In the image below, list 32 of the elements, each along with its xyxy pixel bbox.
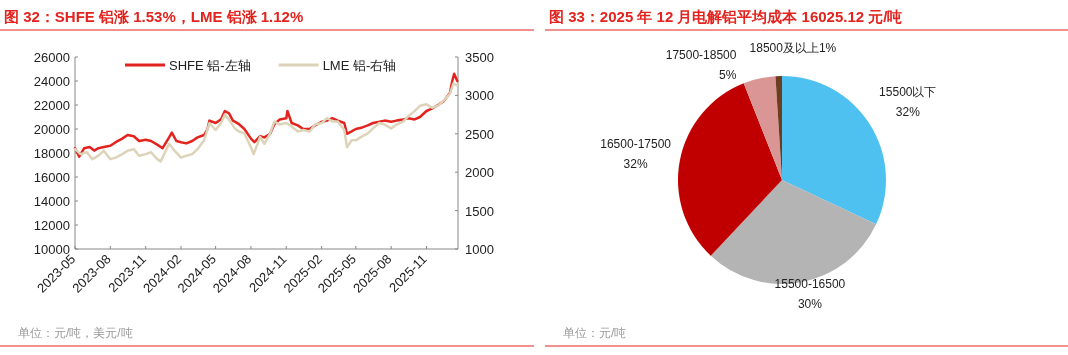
y2-tick-label: 1500 bbox=[465, 203, 494, 219]
y-tick-label: 22000 bbox=[33, 98, 70, 113]
chart-title: 图 33：2025 年 12 月电解铝平均成本 16025.12 元/吨 bbox=[549, 8, 903, 25]
y2-tick-label: 2500 bbox=[465, 126, 494, 142]
data-label: 5% bbox=[719, 67, 737, 82]
y2-tick-label: 3000 bbox=[465, 88, 494, 104]
chart-title: 图 32：SHFE 铝涨 1.53%，LME 铝涨 1.12% bbox=[4, 8, 304, 25]
slice-label: 15500-16500 bbox=[774, 277, 846, 291]
slice-label: 15500以下 bbox=[879, 85, 937, 100]
data-label: 32% bbox=[895, 105, 921, 120]
pie-slice bbox=[678, 83, 782, 256]
slice-label: 17500-18500 bbox=[665, 47, 737, 62]
pie-slice bbox=[743, 76, 782, 180]
y2-tick-label: 3500 bbox=[465, 50, 494, 65]
slice-label: 16500-17500 bbox=[600, 137, 672, 152]
y2-tick-label: 1000 bbox=[465, 242, 494, 257]
y-tick-label: 18000 bbox=[33, 146, 70, 161]
y-tick-label: 14000 bbox=[33, 194, 70, 209]
line-series bbox=[73, 82, 459, 163]
data-label: 32% bbox=[623, 157, 648, 172]
y-tick-label: 16000 bbox=[33, 170, 70, 185]
y-tick-label: 12000 bbox=[33, 218, 70, 233]
slice-label: 18500及以上1% bbox=[749, 41, 837, 55]
y-tick-label: 20000 bbox=[33, 122, 70, 137]
legend-label: LME 铝-右轴 bbox=[322, 58, 397, 73]
text: 单位：元/吨，美元/吨 bbox=[18, 326, 133, 340]
text: 单位：元/吨 bbox=[563, 326, 627, 340]
y-tick-label: 26000 bbox=[33, 50, 70, 65]
data-label: 30% bbox=[797, 297, 823, 311]
y2-tick-label: 2000 bbox=[465, 165, 494, 181]
y-tick-label: 24000 bbox=[33, 74, 70, 89]
legend-label: SHFE 铝-左轴 bbox=[169, 58, 251, 73]
